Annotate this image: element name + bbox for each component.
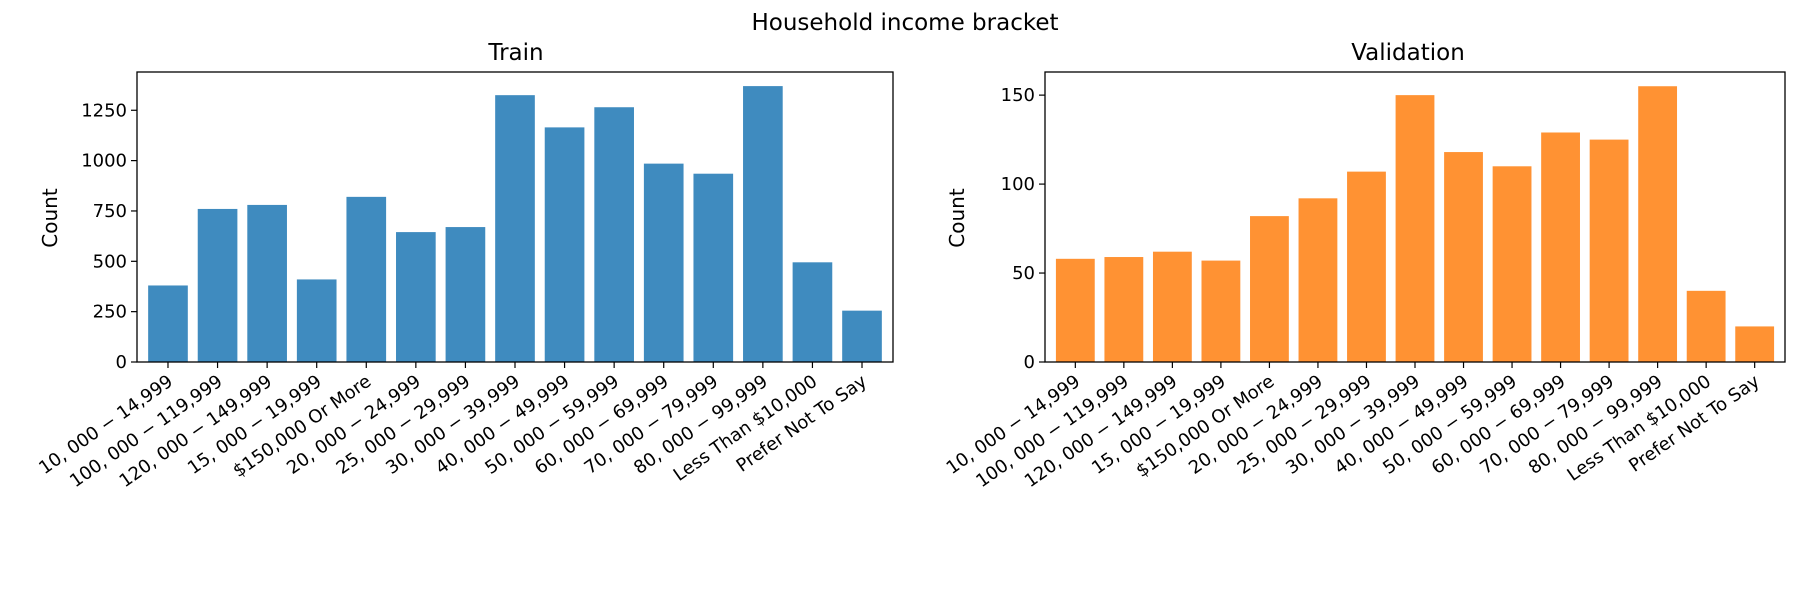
validation-bar [1201,260,1241,362]
validation-chart-ylabel: Count [945,188,969,248]
validation-bar [1735,326,1775,362]
validation-bar [1104,257,1144,362]
validation-bar [1298,198,1338,362]
train-chart-ylabel: Count [38,188,62,248]
train-bar [495,95,535,362]
validation-bar [1589,139,1629,362]
validation-bar [1152,251,1192,362]
train-bar [792,262,833,362]
validation-bar [1638,86,1678,362]
validation-chart-title: Validation [1351,40,1465,66]
train-bar [743,86,783,362]
validation-bar [1541,132,1580,362]
validation-ytick-label: 50 [1012,263,1035,284]
train-ytick-label: 750 [93,201,127,222]
train-bar [445,227,486,362]
train-chart-title: Train [487,40,543,66]
validation-bar [1347,171,1386,362]
train-ytick-label: 1250 [81,100,127,121]
validation-bar [1444,152,1483,362]
train-ytick-label: 250 [93,302,127,323]
train-ytick-label: 0 [116,352,127,373]
train-bar [148,285,188,362]
train-bar [247,204,287,362]
figure-suptitle: Household income bracket [751,10,1058,36]
validation-bar [1250,216,1289,362]
train-bar [197,208,238,362]
validation-ytick-label: 0 [1024,352,1035,373]
validation-bar [1686,290,1726,362]
validation-ytick-label: 150 [1001,85,1035,106]
train-bar [396,232,436,362]
validation-bar [1492,166,1532,362]
train-ytick-label: 500 [93,251,127,272]
train-plot-frame [136,71,894,363]
train-bar [346,196,387,362]
validation-bar [1395,95,1435,362]
train-bar [842,310,882,362]
train-bar [296,279,337,362]
train-bar [643,163,684,362]
train-bar [594,107,634,363]
validation-ytick-label: 100 [1001,174,1035,195]
validation-bar [1055,258,1095,362]
train-ytick-label: 1000 [81,151,127,172]
train-bar [693,173,734,362]
validation-plot-frame [1044,71,1786,363]
train-bar [544,127,585,362]
